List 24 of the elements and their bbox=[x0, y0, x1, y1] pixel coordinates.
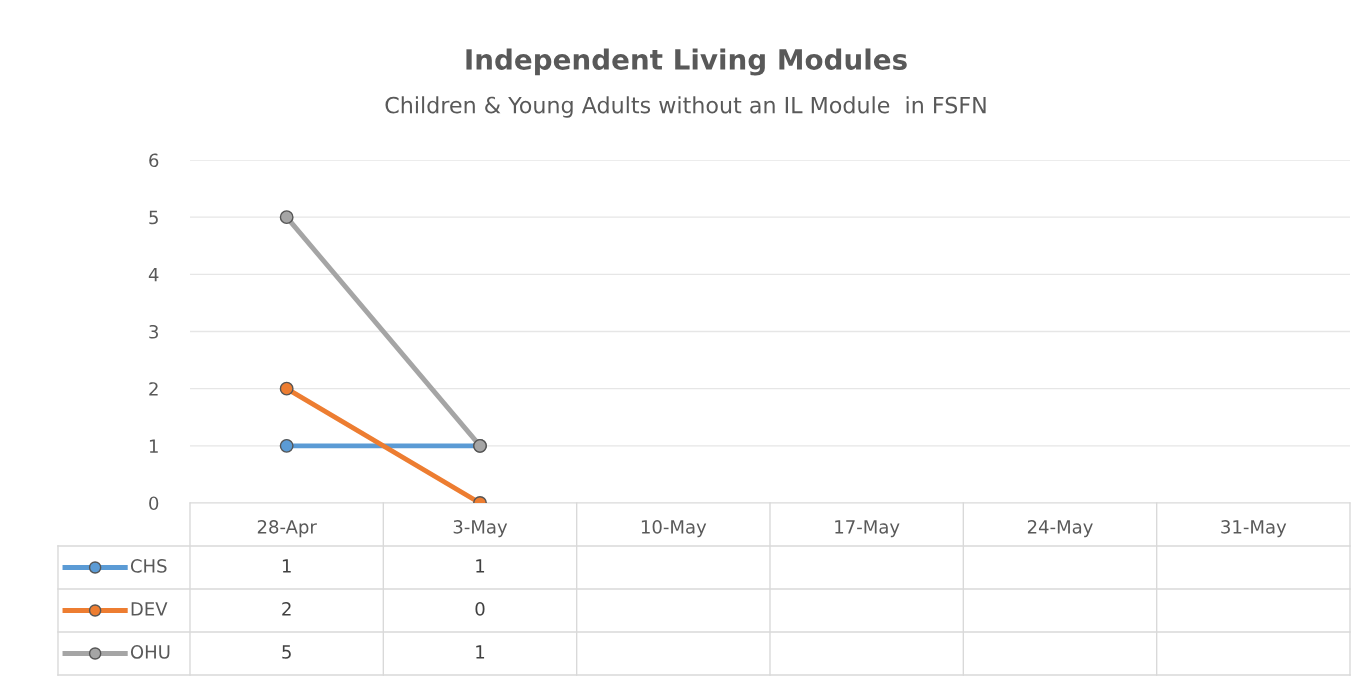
y-tick-label: 5 bbox=[149, 210, 158, 225]
data-label: 1 bbox=[282, 559, 291, 573]
x-tick-label: 31-May bbox=[1221, 519, 1287, 538]
y-tick-label: 3 bbox=[149, 324, 158, 339]
legend-label: DEV bbox=[131, 602, 168, 616]
y-tick-label: 2 bbox=[149, 382, 158, 396]
x-tick-label: 17-May bbox=[835, 520, 900, 538]
y-tick-label: 0 bbox=[149, 496, 159, 511]
y-tick-label: 4 bbox=[148, 268, 159, 282]
legend-label: CHS bbox=[130, 559, 167, 573]
data-label: 1 bbox=[476, 559, 485, 573]
x-tick-label: 24-May bbox=[1027, 519, 1093, 538]
data-label: 1 bbox=[476, 645, 485, 659]
y-tick-label: 6 bbox=[149, 153, 159, 168]
chart-subtitle: Children & Young Adults without an IL Module in FSFN bbox=[385, 96, 986, 118]
data-label: 5 bbox=[282, 645, 291, 659]
x-tick-label: 3-May bbox=[453, 519, 508, 538]
data-label: 2 bbox=[282, 602, 291, 616]
chart-title: Independent Living Modules bbox=[466, 48, 907, 76]
data-label: 0 bbox=[475, 602, 485, 616]
x-tick-label: 10-May bbox=[641, 519, 707, 538]
y-tick-label: 1 bbox=[149, 439, 158, 453]
legend-label: OHU bbox=[130, 645, 170, 659]
x-tick-label: 28-Apr bbox=[257, 519, 317, 538]
